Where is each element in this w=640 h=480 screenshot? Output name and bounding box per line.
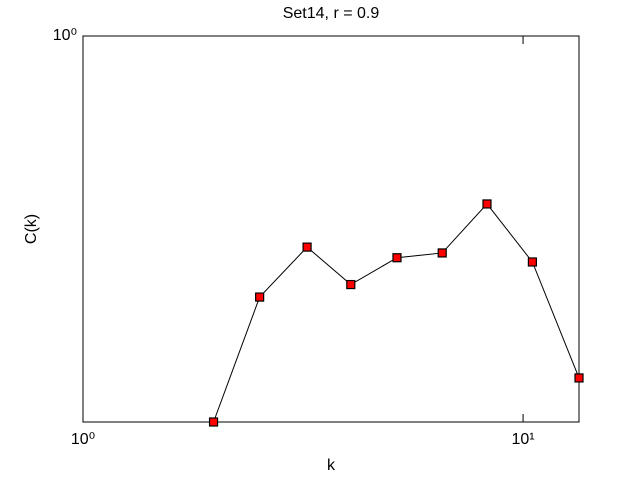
- data-marker: [255, 292, 265, 302]
- data-marker: [482, 199, 492, 209]
- y-axis-label: C(k): [23, 214, 40, 244]
- data-marker: [437, 248, 447, 258]
- data-marker: [392, 253, 402, 263]
- x-tick-label: 10¹: [512, 431, 535, 448]
- data-marker: [527, 257, 537, 267]
- x-axis-label: k: [327, 457, 336, 474]
- data-marker: [346, 279, 356, 290]
- y-tick-label: 10⁰: [53, 27, 77, 44]
- data-marker: [302, 242, 312, 252]
- chart-title: Set14, r = 0.9: [283, 5, 380, 22]
- x-tick-label: 10⁰: [71, 431, 95, 448]
- plot-area: [82, 35, 580, 423]
- data-marker: [208, 417, 219, 427]
- data-marker: [574, 373, 584, 383]
